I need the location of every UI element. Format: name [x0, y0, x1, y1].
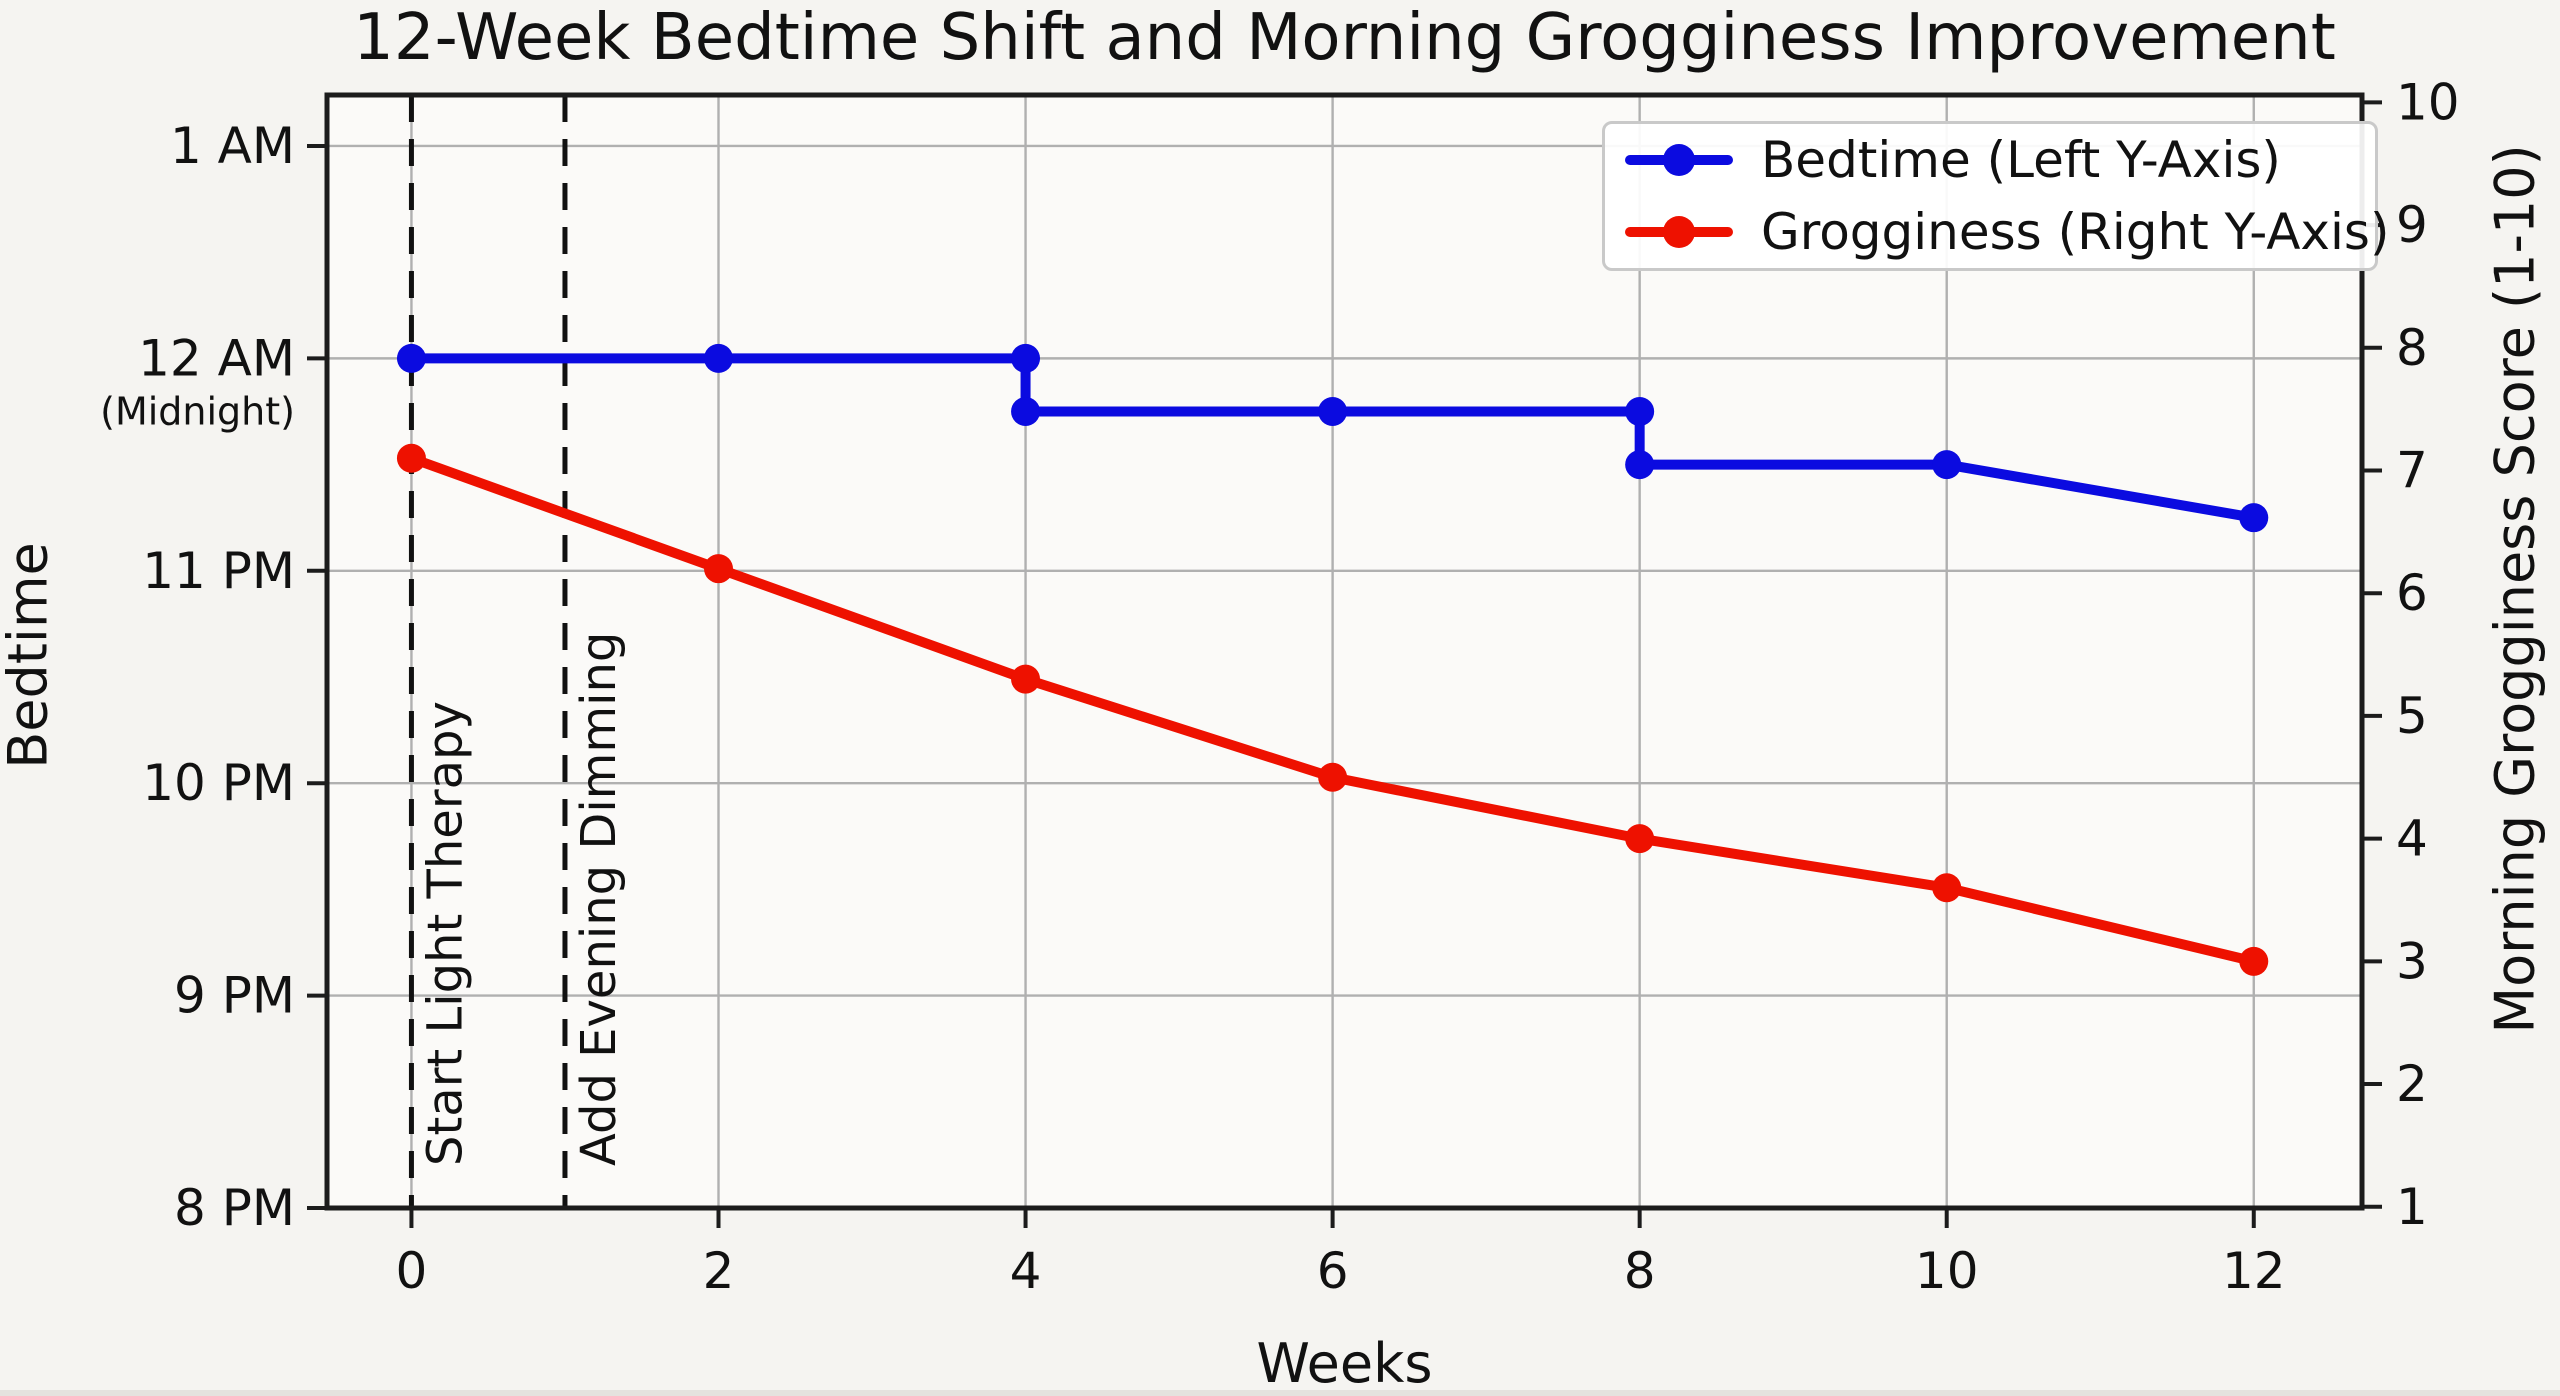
bedtime-marker — [1932, 450, 1962, 480]
right-tick-label: 2 — [2396, 1055, 2428, 1113]
bedtime-marker — [1011, 343, 1041, 373]
right-tick-label: 7 — [2396, 441, 2428, 499]
bedtime-marker — [1011, 396, 1041, 426]
screenshot-edge-artifact — [0, 1390, 2560, 1396]
plot-background — [327, 95, 2362, 1208]
right-tick-label: 8 — [2396, 319, 2428, 377]
bedtime-marker — [1625, 396, 1655, 426]
left-axis-title: Bedtime — [0, 542, 60, 769]
left-tick-label: 10 PM — [142, 754, 295, 812]
legend-entry: Bedtime (Left Y-Axis) — [1625, 131, 2375, 189]
left-tick-label: 8 PM — [174, 1179, 295, 1237]
right-tick-label: 3 — [2396, 932, 2428, 990]
left-tick-label: 12 AM — [138, 329, 295, 387]
bedtime-marker — [396, 343, 426, 373]
grogginess-marker — [396, 443, 426, 473]
legend-marker — [1663, 216, 1695, 248]
right-tick-label: 1 — [2396, 1178, 2428, 1236]
plot-border — [324, 92, 2365, 1211]
right-tick-label: 4 — [2396, 810, 2428, 868]
event-label: Add Evening Dimming — [571, 632, 627, 1166]
bedtime-marker — [2239, 503, 2269, 533]
x-tick-label: 2 — [703, 1242, 735, 1300]
bedtime-legend-swatch — [1625, 143, 1733, 177]
x-tick-label: 8 — [1624, 1242, 1656, 1300]
bedtime-marker — [1318, 396, 1348, 426]
right-tick-label: 5 — [2396, 687, 2428, 745]
right-tick-label: 6 — [2396, 564, 2428, 622]
grogginess-marker — [703, 554, 733, 584]
grogginess-marker — [1011, 664, 1041, 694]
grogginess-marker — [1625, 824, 1655, 854]
right-tick-label: 9 — [2396, 196, 2428, 254]
left-tick-label: 1 AM — [170, 117, 295, 175]
right-tick-label: 10 — [2396, 73, 2460, 131]
grogginess-legend-swatch — [1625, 215, 1733, 249]
x-tick-label: 12 — [2222, 1242, 2286, 1300]
legend-label: Grogginess (Right Y-Axis) — [1761, 203, 2390, 261]
x-tick-label: 4 — [1010, 1242, 1042, 1300]
grogginess-marker — [1318, 762, 1348, 792]
grogginess-marker — [1932, 873, 1962, 903]
chart-title: 12-Week Bedtime Shift and Morning Groggi… — [353, 1, 2336, 75]
left-tick-label: 9 PM — [174, 967, 295, 1025]
left-tick-sublabel: (Midnight) — [100, 389, 295, 433]
bedtime-marker — [703, 343, 733, 373]
grogginess-marker — [2239, 946, 2269, 976]
legend-marker — [1663, 144, 1695, 176]
x-tick-label: 6 — [1317, 1242, 1349, 1300]
right-axis-title: Morning Grogginess Score (1-10) — [2483, 144, 2547, 1034]
event-label: Start Light Therapy — [417, 701, 473, 1166]
legend-label: Bedtime (Left Y-Axis) — [1761, 131, 2281, 189]
bedtime-marker — [1625, 450, 1655, 480]
legend: Bedtime (Left Y-Axis) Grogginess (Right Y… — [1602, 121, 2389, 271]
x-tick-label: 10 — [1915, 1242, 1979, 1300]
x-axis-title: Weeks — [1256, 1332, 1433, 1395]
legend-entry: Grogginess (Right Y-Axis) — [1625, 203, 2389, 261]
left-tick-label: 11 PM — [142, 542, 295, 600]
x-tick-label: 0 — [396, 1242, 428, 1300]
